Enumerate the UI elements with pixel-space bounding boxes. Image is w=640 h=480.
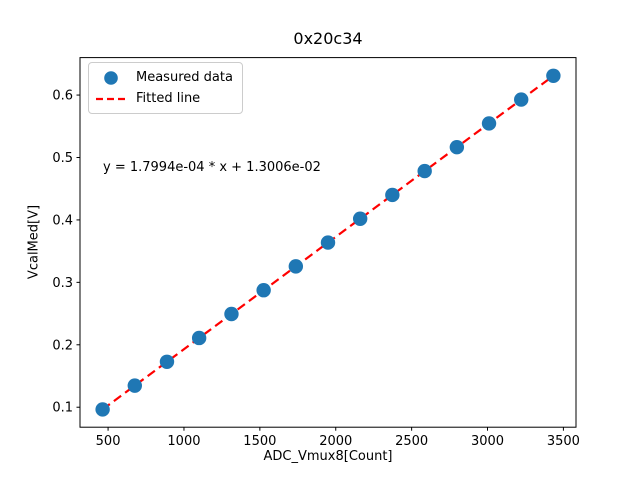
- y-tick-label: 0.3: [52, 276, 73, 291]
- legend: Measured data Fitted line: [88, 62, 243, 114]
- scatter-point: [352, 211, 368, 226]
- x-tick-label: 500: [96, 434, 121, 449]
- scatter-marker-icon: [104, 70, 118, 85]
- x-tick-label: 2500: [395, 434, 428, 449]
- scatter-point: [256, 283, 271, 298]
- scatter-point: [449, 139, 465, 155]
- scatter-point: [320, 235, 336, 250]
- y-tick-label: 0.5: [52, 151, 73, 166]
- scatter-point: [514, 92, 529, 107]
- scatter-point: [481, 116, 497, 131]
- scatter-point: [385, 187, 400, 203]
- y-tick-label: 0.2: [52, 338, 73, 353]
- fit-equation-annotation: y = 1.7994e-04 * x + 1.3006e-02: [103, 160, 321, 175]
- scatter-point: [417, 163, 432, 179]
- y-tick-label: 0.4: [52, 213, 73, 228]
- legend-label-fitted-line: Fitted line: [136, 91, 201, 106]
- legend-label-measured-data: Measured data: [136, 70, 233, 85]
- y-tick-label: 0.6: [52, 89, 73, 104]
- axes-spines: [79, 57, 577, 428]
- x-tick-label: 2000: [319, 434, 352, 449]
- scatter-point: [546, 68, 561, 83]
- y-tick-label: 0.1: [52, 401, 73, 416]
- x-tick-label: 3000: [471, 434, 504, 449]
- legend-entry-fitted-line: Fitted line: [95, 88, 233, 109]
- chart-title: 0x20c34: [293, 29, 363, 48]
- scatter-point: [288, 259, 304, 274]
- x-tick-label: 1500: [243, 434, 276, 449]
- x-tick-label: 1000: [167, 434, 200, 449]
- scatter-point: [159, 354, 175, 369]
- x-tick-label: 3500: [547, 434, 580, 449]
- legend-entry-measured-data: Measured data: [95, 67, 233, 88]
- scatter-point: [127, 378, 142, 393]
- scatter-point: [95, 402, 110, 417]
- x-axis-label: ADC_Vmux8[Count]: [263, 449, 393, 464]
- scatter-point: [191, 330, 207, 346]
- dashed-line-icon: [96, 97, 126, 100]
- y-axis-label: VcalMed[V]: [26, 204, 42, 280]
- scatter-point: [224, 306, 239, 322]
